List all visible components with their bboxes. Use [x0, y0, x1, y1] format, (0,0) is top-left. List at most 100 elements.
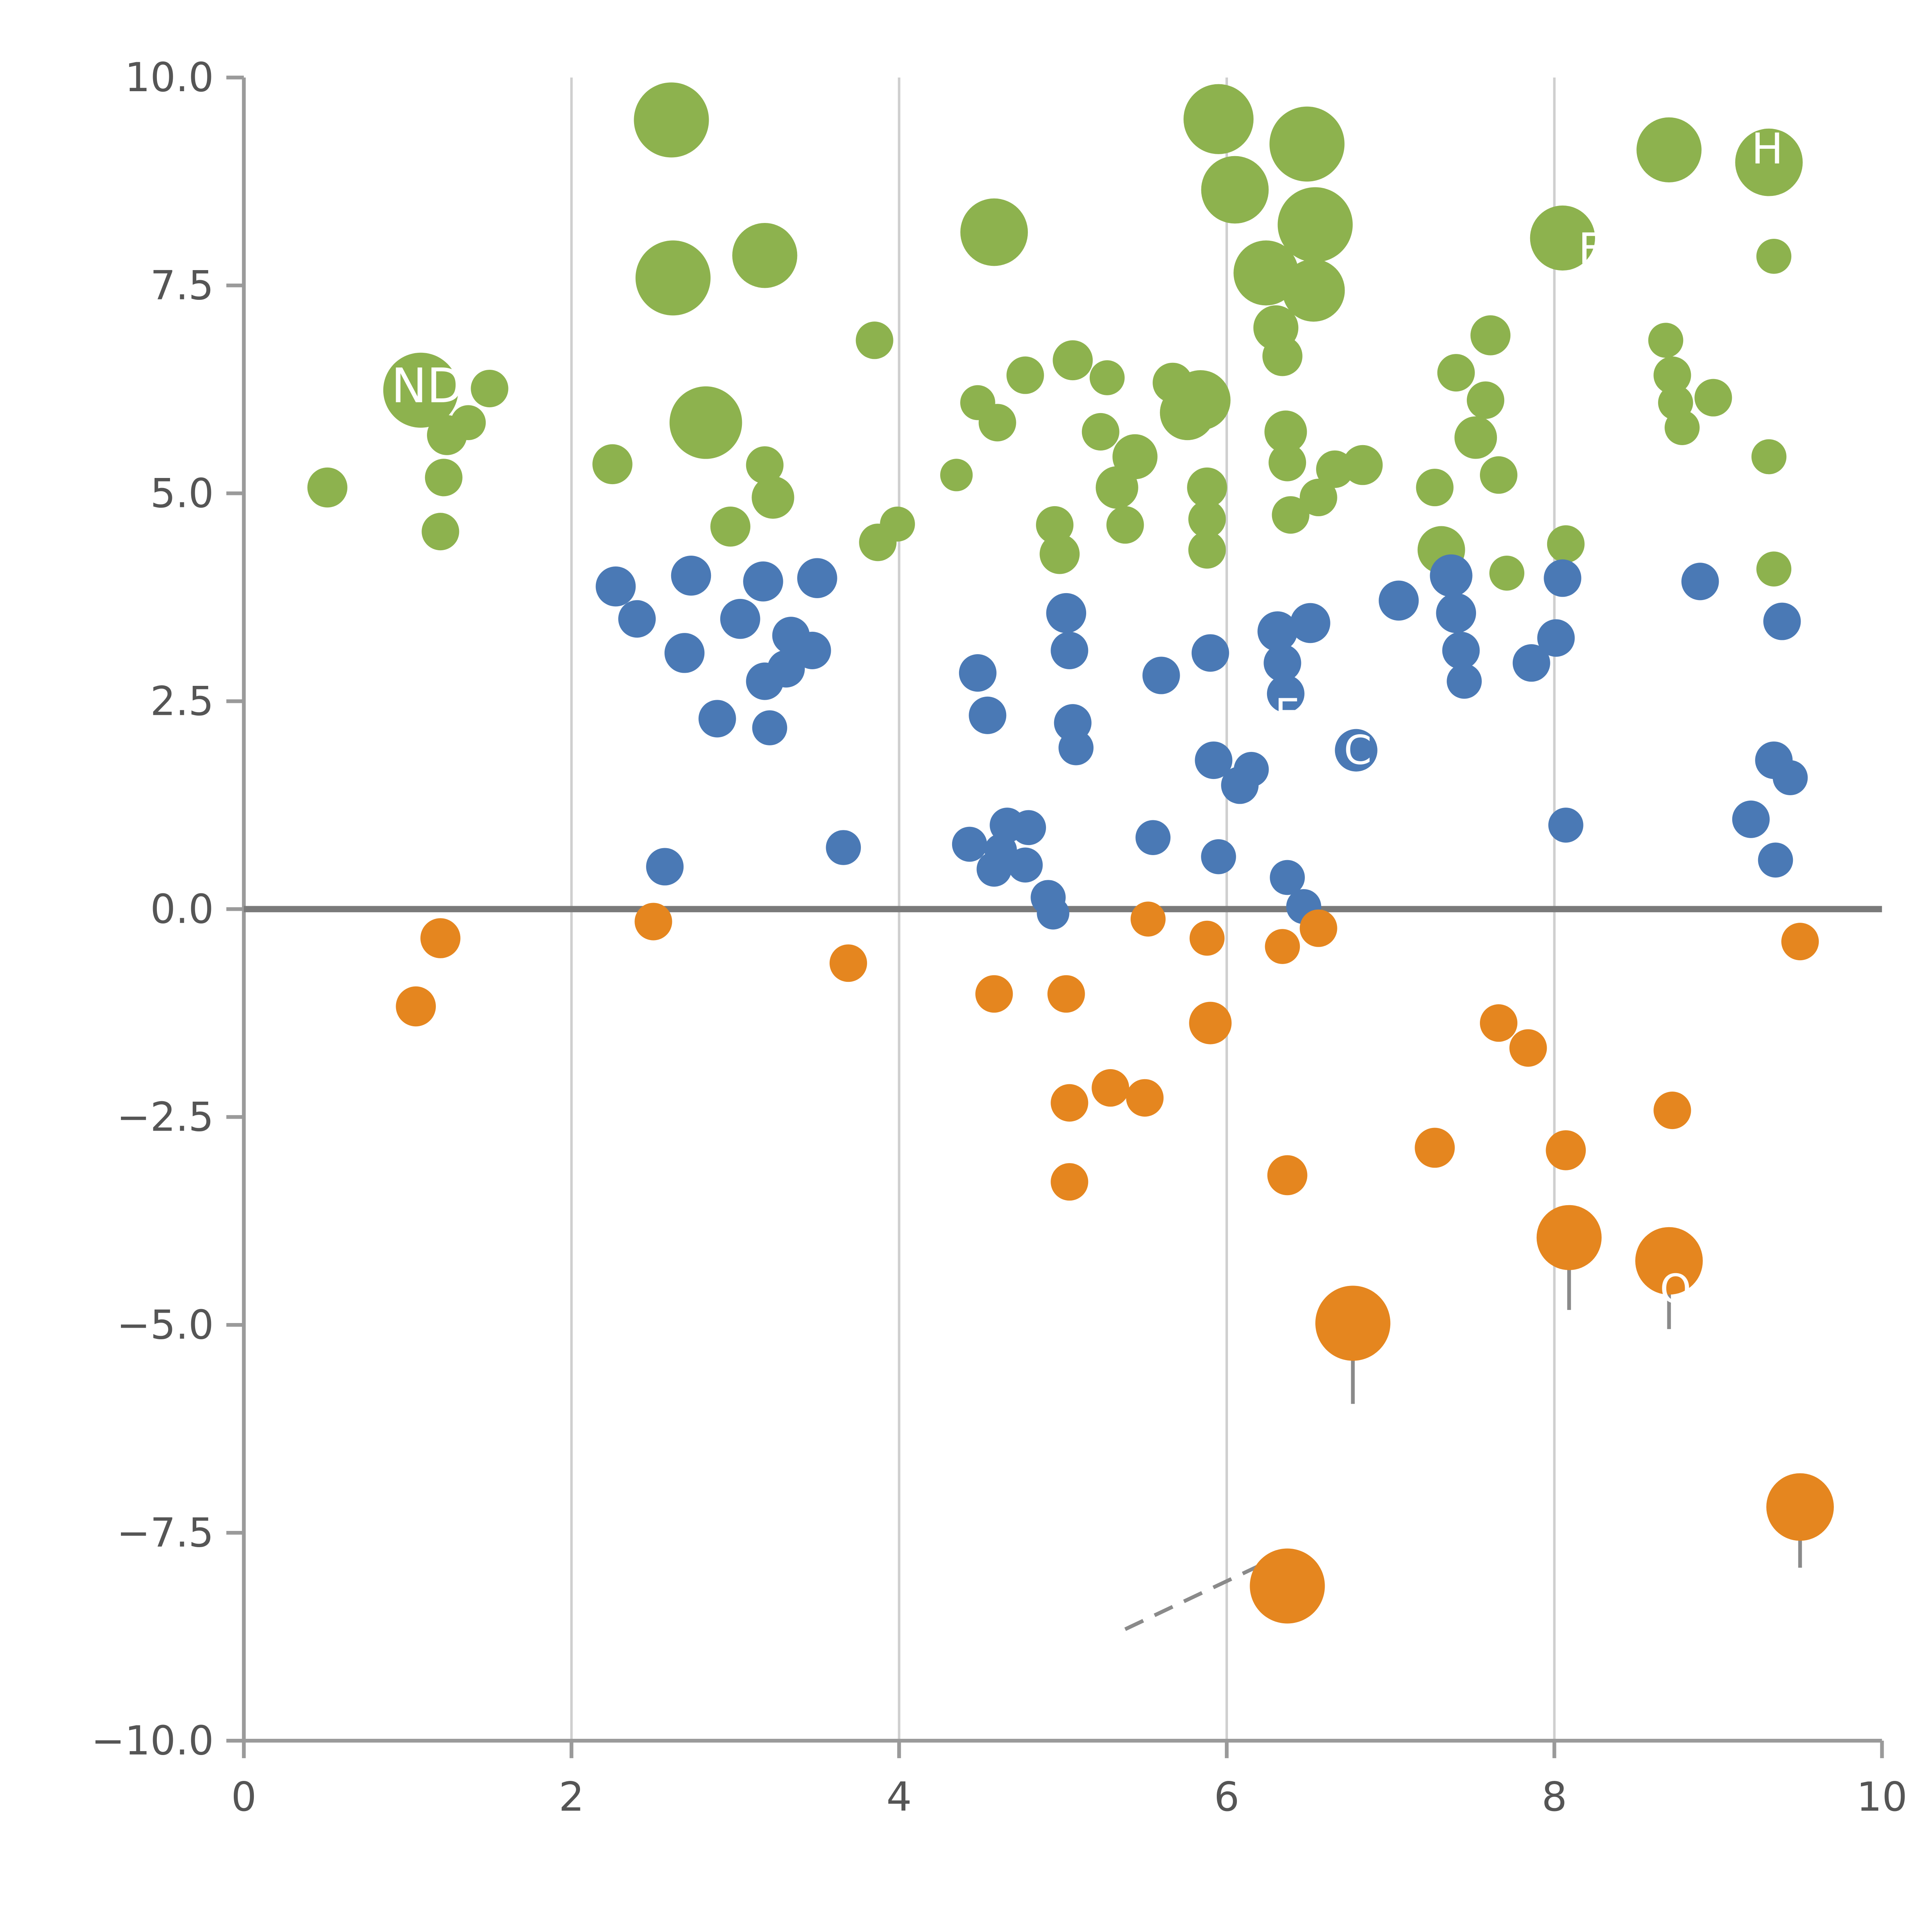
blue-cluster-point	[1058, 730, 1094, 765]
green-cluster-point	[1756, 551, 1792, 587]
green-cluster-point	[1470, 315, 1511, 355]
x-axis-tick-label: 0	[231, 1774, 257, 1820]
green-cluster-point	[1653, 356, 1691, 394]
blue-cluster-point	[1732, 800, 1770, 838]
orange-cluster-point	[1189, 920, 1225, 956]
green-cluster-point	[1665, 410, 1700, 445]
green-cluster-point	[1188, 500, 1226, 538]
green-cluster-point	[1547, 525, 1585, 563]
blue-cluster-point	[1290, 603, 1330, 643]
green-cluster-point	[1082, 413, 1119, 451]
blue-cluster-point	[743, 561, 783, 602]
blue-cluster-point	[1142, 656, 1180, 694]
y-axis-tick-label: 5.0	[150, 470, 214, 517]
axes-layer: 10.0 7.5 5.0 2.5 0.0 −2.5 −5.0 −7.5 −10.0 0 2 4 6 8 10	[91, 54, 1907, 1820]
blue-cluster-point	[618, 600, 656, 638]
orange-cluster-point	[1509, 1029, 1547, 1067]
orange-cluster-point	[1250, 1548, 1325, 1624]
blue-cluster-point	[720, 599, 760, 639]
blue-cluster-point	[1046, 593, 1087, 633]
orange-cluster-point	[634, 903, 672, 940]
y-axis-tick-label: −2.5	[117, 1094, 214, 1140]
bubble-label: H	[1751, 124, 1783, 173]
connector-line	[1124, 1558, 1274, 1631]
blue-cluster-point	[1270, 860, 1305, 895]
green-cluster-point	[1183, 84, 1254, 154]
bubble-label: E	[1275, 690, 1300, 737]
green-cluster-point	[425, 459, 463, 497]
blue-cluster-point	[1758, 842, 1793, 878]
blue-cluster-point	[793, 631, 831, 669]
blue-cluster-point	[1135, 820, 1171, 855]
blue-cluster-point	[698, 700, 736, 738]
orange-cluster-point	[1047, 975, 1085, 1013]
blue-cluster-point	[952, 827, 987, 862]
y-axis-tick-label: 7.5	[150, 262, 214, 309]
blue-cluster-point	[664, 633, 705, 673]
green-cluster-point	[1530, 205, 1595, 271]
y-axis-tick-label: 10.0	[125, 54, 214, 101]
blue-cluster-point	[1772, 760, 1808, 796]
blue-cluster-point	[752, 710, 787, 745]
x-axis-tick-label: 10	[1857, 1774, 1908, 1820]
blue-cluster-point	[1548, 808, 1583, 843]
orange-cluster-point	[1766, 1473, 1834, 1541]
green-cluster-point	[471, 369, 509, 408]
green-cluster-point	[752, 476, 794, 519]
green-cluster-point	[960, 198, 1028, 266]
green-cluster-point	[1106, 506, 1144, 544]
blue-cluster-point	[1267, 675, 1304, 713]
blue-cluster-point	[1257, 611, 1298, 651]
green-cluster-point	[1636, 117, 1702, 183]
x-axis-tick-label: 4	[886, 1774, 912, 1820]
y-axis-tick-label: 2.5	[150, 678, 214, 724]
orange-cluster-point	[1480, 1004, 1518, 1042]
green-cluster-point	[1264, 410, 1307, 453]
blue-cluster-point	[826, 830, 861, 865]
blue-cluster-point	[1335, 729, 1378, 772]
orange-cluster-point	[1546, 1130, 1586, 1170]
blue-cluster-point	[1436, 593, 1476, 633]
green-cluster-point	[855, 321, 893, 359]
green-cluster-point	[1262, 336, 1303, 376]
x-axis-tick-label: 2	[559, 1774, 584, 1820]
orange-cluster-point	[396, 986, 436, 1027]
orange-cluster-point	[1265, 929, 1300, 964]
orange-cluster-point	[1315, 1286, 1391, 1361]
orange-cluster-point	[1051, 1084, 1088, 1122]
green-cluster-point	[1282, 259, 1345, 322]
bubble-labels-layer: ND F H EC O	[391, 124, 1784, 1312]
green-cluster-point	[592, 444, 633, 485]
blue-cluster-point	[767, 650, 805, 688]
orange-cluster-point	[1267, 1155, 1308, 1196]
green-cluster-point	[1269, 106, 1345, 182]
green-cluster-point	[451, 405, 486, 440]
green-cluster-point	[1039, 534, 1080, 574]
orange-cluster-point	[975, 975, 1013, 1013]
bubble-label: F	[1578, 224, 1602, 273]
green-cluster-point	[1299, 478, 1337, 517]
blue-cluster-point	[1430, 554, 1473, 597]
bubble-label: C	[1344, 727, 1372, 774]
blue-cluster-point	[1379, 580, 1419, 621]
orange-cluster-point	[1536, 1205, 1602, 1270]
green-cluster-point	[1188, 531, 1226, 569]
orange-cluster-point	[1635, 1227, 1703, 1295]
y-axis-tick-label: −5.0	[117, 1302, 214, 1348]
green-cluster-point	[1112, 434, 1158, 480]
green-cluster-point	[1437, 354, 1475, 392]
green-cluster-point	[1170, 370, 1231, 430]
green-cluster-point	[1187, 467, 1227, 508]
blue-cluster-point	[1763, 602, 1801, 640]
x-axis-tick-label: 6	[1214, 1774, 1240, 1820]
y-axis-tick-label: 0.0	[150, 886, 214, 932]
orange-cluster-point	[1299, 909, 1337, 947]
blue-cluster-point	[969, 696, 1007, 734]
green-cluster-point	[1342, 445, 1383, 485]
orange-cluster-point	[420, 918, 461, 958]
green-cluster-point	[1416, 469, 1454, 507]
green-cluster-point	[1489, 555, 1525, 591]
green-cluster-point	[1648, 323, 1684, 358]
green-cluster-point	[1277, 187, 1353, 262]
